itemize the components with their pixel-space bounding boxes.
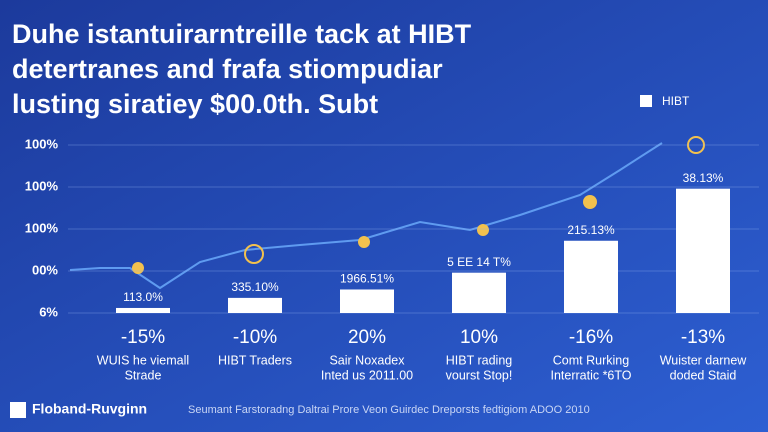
change-label: 20% xyxy=(348,327,386,348)
brand: Floband-Ruvginn xyxy=(32,401,147,417)
x-tick-label: HIBT rading xyxy=(446,353,513,367)
footer: Seumant Farstoradng Daltrai Prore Veon G… xyxy=(188,404,590,416)
bar xyxy=(452,272,506,313)
x-tick-label: doded Staid xyxy=(670,368,737,382)
bar xyxy=(116,307,170,313)
icon xyxy=(132,262,144,274)
bar xyxy=(340,289,394,313)
value-label: 113.0% xyxy=(123,290,163,304)
y-tick-label: 100% xyxy=(25,178,59,193)
icon xyxy=(244,244,264,264)
change-label: -16% xyxy=(569,327,613,348)
value-label: 335.10% xyxy=(231,280,279,294)
bar xyxy=(564,240,618,313)
change-label: -15% xyxy=(121,327,165,348)
x-tick-label: Wuister darnew xyxy=(660,353,748,367)
x-tick-label: vourst Stop! xyxy=(446,368,513,382)
x-tick-label: Inted us 2011.00 xyxy=(321,368,413,382)
icon xyxy=(358,236,370,248)
x-tick-label: HIBT Traders xyxy=(218,353,292,367)
legend-label: HIBT xyxy=(662,94,690,108)
icons xyxy=(132,136,705,274)
value-label: 215.13% xyxy=(567,223,615,237)
y-tick-label: 00% xyxy=(32,262,58,277)
change-label: -10% xyxy=(233,327,277,348)
x-tick-label: WUIS he viemall xyxy=(97,353,189,367)
title-line: lusting siratiey $00.0th. Subt xyxy=(12,89,378,119)
x-tick-label: Comt Rurking xyxy=(553,353,629,367)
value-label: 5 EE 14 T% xyxy=(447,255,511,269)
legend-swatch xyxy=(640,95,652,107)
value-label: 1966.51% xyxy=(340,272,394,286)
x-tick-label: Strade xyxy=(125,368,162,382)
title-line: Duhe istantuirarntreille tack at HIBT xyxy=(12,19,472,49)
y-tick-label: 100% xyxy=(25,136,59,151)
value-label: 38.13% xyxy=(683,171,724,185)
icon xyxy=(477,224,489,236)
brand-icon xyxy=(10,402,26,418)
icon xyxy=(583,195,597,209)
y-tick-label: 6% xyxy=(39,304,58,319)
y-tick-label: 100% xyxy=(25,220,59,235)
bar xyxy=(676,188,730,313)
title-line: detertranes and frafa stiompudiar xyxy=(12,54,443,84)
icon xyxy=(687,136,705,154)
x-tick-label: Interratic *6TO xyxy=(550,368,631,382)
change-label: -13% xyxy=(681,327,725,348)
x-tick-label: Sair Noxadex xyxy=(329,353,405,367)
change-label: 10% xyxy=(460,327,498,348)
bar xyxy=(228,297,282,313)
